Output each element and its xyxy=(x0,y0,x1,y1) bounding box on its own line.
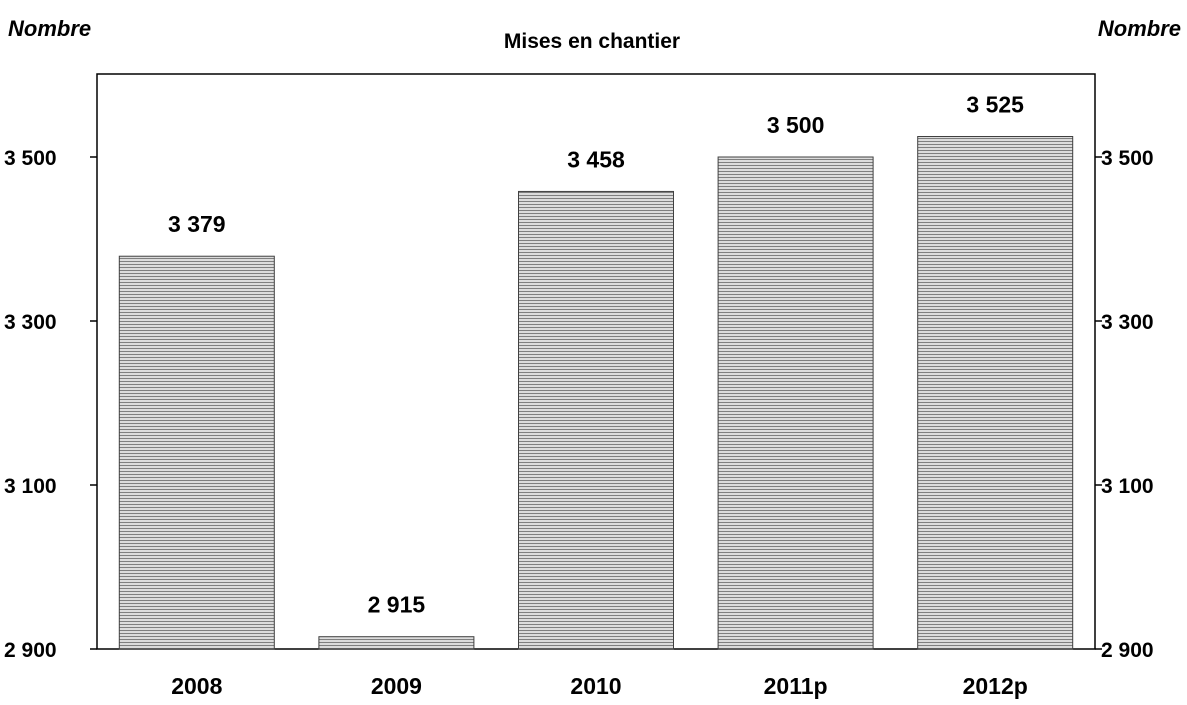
data-labels: 3 379 2 915 3 458 3 500 3 525 xyxy=(168,92,1024,618)
right-unit-label: Nombre xyxy=(1098,16,1181,41)
data-label-2009: 2 915 xyxy=(368,592,426,618)
data-label-2011p: 3 500 xyxy=(767,112,825,138)
left-y-tick-label: 3 500 xyxy=(4,147,57,170)
right-y-tick-label: 3 500 xyxy=(1101,147,1154,170)
right-y-tick-label: 2 900 xyxy=(1101,639,1154,662)
x-tick-label-2009: 2009 xyxy=(371,673,422,699)
bar-2009 xyxy=(318,636,475,650)
bar-2008 xyxy=(118,255,275,650)
bar-2011p xyxy=(717,156,874,650)
x-axis: 2008 2009 2010 2011p 2012p xyxy=(171,673,1028,699)
x-tick-label-2012p: 2012p xyxy=(963,673,1028,699)
right-y-tick-label: 3 300 xyxy=(1101,311,1154,334)
x-tick-label-2011p: 2011p xyxy=(764,673,828,699)
x-tick-label-2008: 2008 xyxy=(171,673,222,699)
right-y-tick-label: 3 100 xyxy=(1101,475,1154,498)
left-y-axis: 2 900 3 100 3 300 3 500 xyxy=(4,147,97,662)
left-unit-label: Nombre xyxy=(8,16,91,41)
left-y-tick-label: 3 300 xyxy=(4,311,57,334)
left-y-tick-label: 2 900 xyxy=(4,639,57,662)
right-y-axis: 2 900 3 100 3 300 3 500 xyxy=(1095,147,1154,662)
x-tick-label-2010: 2010 xyxy=(570,673,621,699)
bar-series xyxy=(118,136,1074,650)
bar-2012p xyxy=(917,136,1074,650)
data-label-2008: 3 379 xyxy=(168,211,226,237)
data-label-2010: 3 458 xyxy=(567,146,625,172)
bar-2010 xyxy=(518,190,674,650)
left-y-tick-label: 3 100 xyxy=(4,475,57,498)
data-label-2012p: 3 525 xyxy=(966,92,1024,118)
chart-title: Mises en chantier xyxy=(504,30,680,53)
